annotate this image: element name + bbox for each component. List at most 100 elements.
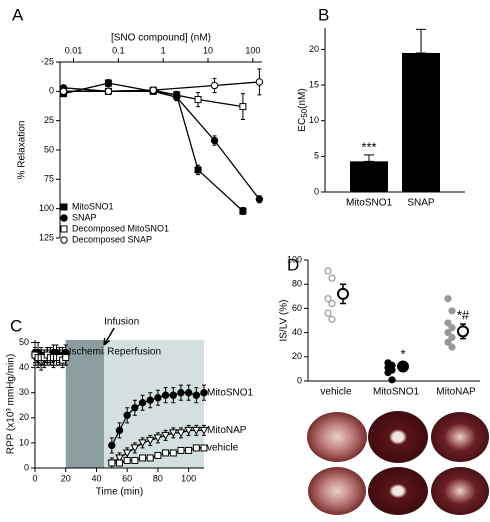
- y-tick-label: 25: [44, 115, 54, 125]
- marker: [191, 426, 201, 435]
- y-tick-label: 100: [39, 203, 54, 213]
- marker: [154, 394, 162, 402]
- panel-letter: B: [318, 5, 329, 24]
- x-tick-label: 1: [161, 45, 166, 55]
- series-label: vehicle: [207, 443, 239, 454]
- legend-marker: [60, 236, 68, 244]
- marker: [116, 459, 123, 467]
- marker: [161, 431, 170, 440]
- x-tick-label: 40: [91, 473, 101, 483]
- marker: [162, 449, 170, 457]
- y-tick-label: 20: [309, 44, 319, 54]
- marker: [131, 456, 139, 464]
- x-tick-label: MitoNAP: [436, 387, 476, 398]
- data-point: [444, 295, 452, 303]
- annotation-arrow: [103, 327, 115, 346]
- marker: [138, 399, 147, 407]
- marker: [62, 354, 70, 362]
- region-label: Ischemia: [69, 347, 109, 358]
- y-tick-label: -25: [41, 56, 54, 66]
- marker: [176, 429, 186, 438]
- x-tick-label: 60: [122, 473, 132, 483]
- marker: [210, 136, 219, 145]
- legend-label: Decomposed MitoSNO1: [72, 223, 169, 233]
- y-tick-label: 0: [297, 375, 302, 385]
- marker: [104, 87, 113, 96]
- region: [104, 340, 204, 468]
- marker: [169, 449, 177, 457]
- x-tick-label: 0: [32, 473, 37, 483]
- marker: [149, 86, 157, 94]
- y-tick-label: 5: [314, 151, 319, 161]
- y-tick-label: 75: [44, 174, 54, 184]
- marker: [177, 446, 185, 454]
- panel-letter: D: [287, 255, 299, 274]
- heart-photo: [308, 467, 366, 515]
- heart-photo: [431, 467, 489, 515]
- y-axis-title-part: (nM): [297, 88, 308, 109]
- marker: [123, 411, 131, 419]
- data-point: [328, 299, 336, 308]
- data-point: [448, 307, 456, 315]
- bar: [350, 161, 388, 192]
- data-point: [328, 274, 336, 282]
- x-tick-label: MitoSNO1: [373, 387, 420, 398]
- y-axis-title-part: EC: [297, 118, 308, 132]
- error-bar: [364, 154, 374, 162]
- x-tick-label: 80: [153, 473, 163, 483]
- legend-marker: [60, 203, 68, 211]
- y-tick-label: 0: [49, 86, 54, 96]
- x-tick-label: MitoSNO1: [346, 198, 393, 209]
- marker: [115, 426, 124, 435]
- x-tick-label: SNAP: [407, 198, 435, 209]
- marker: [131, 404, 139, 412]
- mean-marker: [397, 360, 409, 373]
- marker: [168, 429, 178, 438]
- legend-label: MitoSNO1: [72, 201, 114, 211]
- marker: [139, 454, 147, 462]
- marker: [104, 79, 112, 87]
- x-tick-label: 0.1: [112, 45, 125, 55]
- data-point: [324, 295, 332, 303]
- marker: [145, 436, 155, 445]
- marker: [122, 449, 132, 458]
- y-axis-title: IS/LV (%): [279, 299, 290, 341]
- annotation: *#: [457, 308, 470, 323]
- y-axis-title-subscript: 50: [300, 108, 309, 117]
- series-label: MitoNAP: [207, 425, 247, 436]
- x-tick-label: 0.01: [65, 45, 83, 55]
- y-tick-label: 40: [19, 362, 29, 372]
- marker: [194, 96, 202, 104]
- marker: [194, 166, 202, 174]
- y-tick-label: 20: [19, 412, 29, 422]
- marker: [130, 444, 140, 453]
- data-point: [444, 338, 452, 346]
- y-tick-label: 15: [309, 79, 319, 89]
- y-tick-label: 80: [292, 279, 302, 289]
- annotation: ***: [361, 139, 376, 154]
- x-tick-label: 100: [245, 45, 260, 55]
- marker: [255, 78, 264, 86]
- y-tick-label: 20: [292, 351, 302, 361]
- legend-label: Decomposed SNAP: [72, 234, 152, 244]
- data-point: [448, 333, 456, 342]
- panel-letter: A: [12, 5, 24, 24]
- marker: [169, 391, 177, 399]
- y-tick-label: 0: [24, 462, 29, 472]
- region: [65, 340, 105, 468]
- data-point: [448, 343, 456, 351]
- marker: [108, 459, 116, 467]
- marker: [192, 444, 200, 452]
- marker: [185, 446, 193, 454]
- bar: [402, 52, 440, 193]
- mean-marker: [337, 287, 349, 300]
- y-tick-label: 50: [19, 337, 29, 347]
- marker: [192, 391, 201, 399]
- series-label: MitoSNO1: [207, 387, 254, 398]
- marker: [59, 87, 68, 96]
- marker: [184, 426, 193, 435]
- marker: [146, 396, 154, 404]
- y-tick-label: 0: [314, 186, 319, 196]
- marker: [108, 441, 116, 450]
